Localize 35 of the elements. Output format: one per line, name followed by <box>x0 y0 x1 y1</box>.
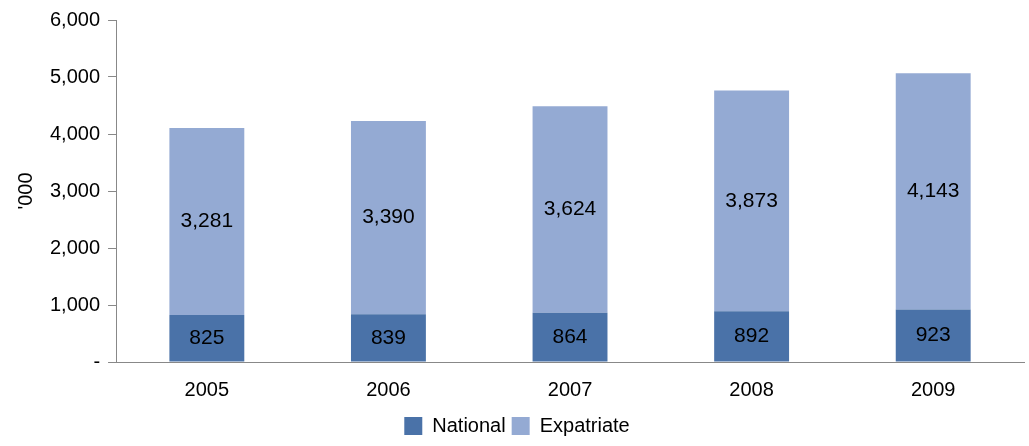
y-axis-title: '000 <box>13 172 36 210</box>
legend-label: Expatriate <box>539 413 630 436</box>
y-tick-label: 3,000 <box>49 178 101 201</box>
x-tick-label: 2007 <box>547 377 593 400</box>
y-tick-label: 6,000 <box>49 7 101 30</box>
bar <box>895 309 971 362</box>
x-tick-label: 2005 <box>184 377 230 400</box>
x-tick-label: 2006 <box>366 377 411 400</box>
y-tick-label: 4,000 <box>49 121 101 144</box>
bar <box>714 311 790 362</box>
data-label: 825 <box>189 325 225 349</box>
bar <box>895 73 971 310</box>
bar <box>532 312 608 362</box>
data-label: 4,143 <box>906 178 960 202</box>
data-label: 3,281 <box>180 208 234 232</box>
data-label: 864 <box>552 323 588 347</box>
bar <box>714 90 790 312</box>
y-tick-label: - <box>93 349 101 372</box>
data-label: 3,390 <box>362 204 415 228</box>
data-label: 839 <box>370 324 406 348</box>
data-label: 3,624 <box>543 196 597 220</box>
y-tick-label: 2,000 <box>49 235 101 258</box>
data-label: 3,873 <box>725 187 778 211</box>
bar <box>350 314 426 362</box>
data-label: 923 <box>915 322 951 346</box>
bar <box>532 106 608 313</box>
data-label: 892 <box>734 323 770 347</box>
x-tick-label: 2009 <box>910 377 956 400</box>
bar <box>169 127 245 315</box>
bar <box>350 120 426 315</box>
legend-label: National <box>432 413 506 436</box>
y-tick-label: 1,000 <box>49 292 101 315</box>
bar <box>169 314 245 362</box>
y-tick-label: 5,000 <box>49 64 101 87</box>
x-tick-label: 2008 <box>729 377 774 400</box>
